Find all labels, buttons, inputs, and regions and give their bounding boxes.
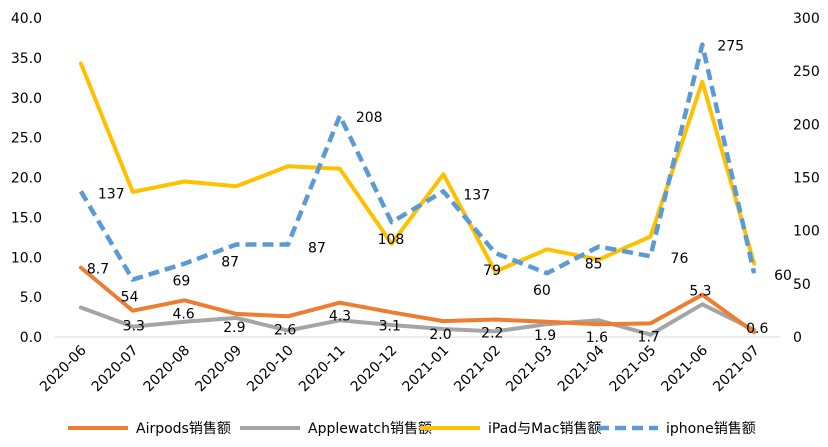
x-tick-label: 2021-02 (451, 343, 504, 396)
x-tick-label: 2021-06 (658, 342, 711, 395)
airpods-data-label: 1.7 (638, 329, 660, 345)
series-layer (78, 42, 757, 337)
iphone-data-label: 69 (172, 274, 190, 290)
airpods-data-label: 1.6 (586, 330, 608, 346)
iphone-data-label: 54 (121, 290, 139, 306)
x-tick-label: 2020-08 (141, 343, 194, 396)
legend-label: iphone销售额 (666, 421, 756, 437)
airpods-data-label: 2.9 (223, 320, 245, 336)
iphone-data-label: 108 (378, 232, 405, 248)
iphone-data-label: 87 (221, 254, 239, 270)
airpods-data-label: 1.9 (534, 328, 556, 344)
series-line-1 (78, 302, 757, 337)
airpods-data-label: 4.3 (329, 309, 351, 325)
iphone-data-label: 137 (98, 186, 125, 202)
y-left-tick-label: 30.0 (11, 91, 42, 107)
iphone-data-label: 60 (774, 268, 792, 284)
data-labels: 8.7 3.3 4.6 2.9 2.6 4.3 3.1 2.0 2.2 1.9 1.6 1.7 5.3 0… (87, 39, 792, 347)
y-left-tick-label: 35.0 (11, 51, 42, 67)
series-line-0 (78, 265, 757, 335)
airpods-data-label: 0.6 (746, 321, 768, 337)
iphone-data-label: 76 (671, 251, 689, 267)
x-tick-label: 2020-12 (348, 343, 401, 396)
y-left-tick-label: 20.0 (11, 171, 42, 187)
iphone-data-label: 87 (308, 240, 326, 256)
y-right-tick-label: 250 (793, 64, 820, 80)
y-right-tick-label: 50 (793, 277, 811, 293)
airpods-data-label: 3.1 (379, 318, 401, 334)
airpods-data-label: 2.2 (481, 325, 503, 341)
x-tick-label: 2021-07 (710, 343, 763, 396)
x-tick-label: 2021-01 (400, 343, 453, 396)
iphone-data-label: 85 (585, 257, 603, 273)
y-left-tick-label: 0.0 (20, 330, 42, 346)
airpods-data-label: 3.3 (123, 319, 145, 335)
airpods-data-label: 2.0 (429, 327, 451, 343)
iphone-data-label: 137 (463, 187, 490, 203)
x-tick-label: 2021-04 (555, 342, 608, 395)
y-right-tick-label: 0 (793, 330, 802, 346)
y-left-tick-label: 15.0 (11, 210, 42, 226)
y-right-tick-label: 200 (793, 117, 820, 133)
y-left-tick-label: 5.0 (20, 290, 42, 306)
airpods-data-label: 5.3 (689, 284, 711, 300)
iphone-data-label: 275 (717, 39, 744, 55)
y-right-tick-label: 150 (793, 171, 820, 187)
y-left-tick-label: 25.0 (11, 131, 42, 147)
y-right-tick-label: 100 (793, 224, 820, 240)
x-tick-label: 2020-09 (192, 343, 245, 396)
y-right-tick-label: 300 (793, 11, 820, 27)
x-tick-label: 2020-11 (296, 343, 349, 396)
y-left-tick-label: 10.0 (11, 250, 42, 266)
x-tick-label: 2021-03 (503, 343, 556, 396)
x-tick-label: 2020-06 (37, 342, 90, 395)
airpods-data-label: 4.6 (172, 306, 194, 322)
x-tick-label: 2021-05 (607, 343, 660, 396)
legend: Airpods销售额 Applewatch销售额 iPad与Mac销售额 iphone… (68, 421, 756, 437)
x-tick-label: 2020-07 (89, 343, 142, 396)
airpods-data-label: 8.7 (87, 262, 109, 278)
iphone-data-label: 79 (483, 263, 501, 279)
y-left-tick-label: 40.0 (11, 11, 42, 27)
iphone-data-label: 208 (356, 110, 383, 126)
legend-label: iPad与Mac销售额 (488, 421, 602, 437)
legend-label: Airpods销售额 (136, 421, 231, 437)
legend-label: Applewatch销售额 (308, 421, 432, 437)
series-line-3 (78, 42, 757, 282)
airpods-data-label: 2.6 (274, 322, 296, 338)
iphone-data-label: 60 (533, 283, 551, 299)
x-tick-label: 2020-10 (244, 343, 297, 396)
